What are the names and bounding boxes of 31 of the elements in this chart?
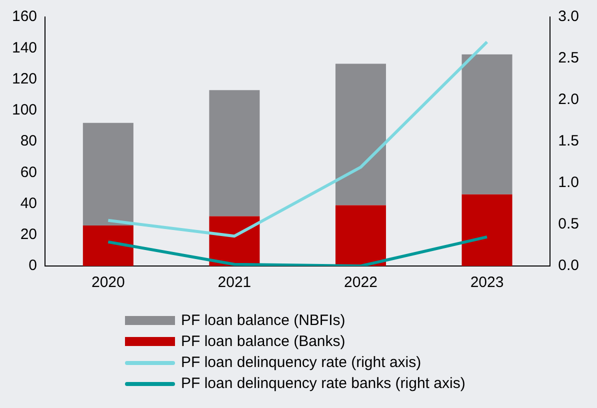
y-tick-label: 60 <box>20 164 38 181</box>
y2-tick-label: 2.5 <box>558 50 580 67</box>
y2-tick-label: 1.0 <box>558 174 580 192</box>
y2-tick-label: 1.5 <box>558 132 580 150</box>
x-tick-label: 2022 <box>344 274 378 292</box>
y-tick-label: 80 <box>20 132 38 150</box>
bar <box>209 90 260 216</box>
y-tick-label: 160 <box>12 8 38 26</box>
legend-label: PF loan delinquency rate banks (right axis) <box>181 375 466 392</box>
x-tick-label: 2021 <box>218 274 252 292</box>
y-tick-label: 0 <box>28 257 38 274</box>
y2-tick-label: 2.0 <box>558 91 580 108</box>
legend-label: PF loan balance (NBFIs) <box>181 312 346 329</box>
y-tick-label: 140 <box>12 39 38 56</box>
y-tick-label: 120 <box>12 70 38 88</box>
y2-tick-label: 0.5 <box>558 216 580 233</box>
y-tick-label: 100 <box>12 102 38 119</box>
bar <box>462 194 512 266</box>
y2-tick-label: 0.0 <box>558 257 580 274</box>
bar <box>335 205 386 266</box>
bar <box>82 122 134 226</box>
bar <box>462 54 512 194</box>
legend-label: PF loan balance (Banks) <box>181 333 346 350</box>
legend-label: PF loan delinquency rate (right axis) <box>181 354 422 371</box>
bar <box>82 226 134 266</box>
x-tick-label: 2020 <box>91 274 125 292</box>
y2-tick-label: 3.0 <box>558 8 580 26</box>
x-tick-label: 2023 <box>470 274 504 292</box>
bar <box>335 64 386 206</box>
y-tick-label: 40 <box>20 194 38 212</box>
y-tick-label: 20 <box>20 226 38 244</box>
